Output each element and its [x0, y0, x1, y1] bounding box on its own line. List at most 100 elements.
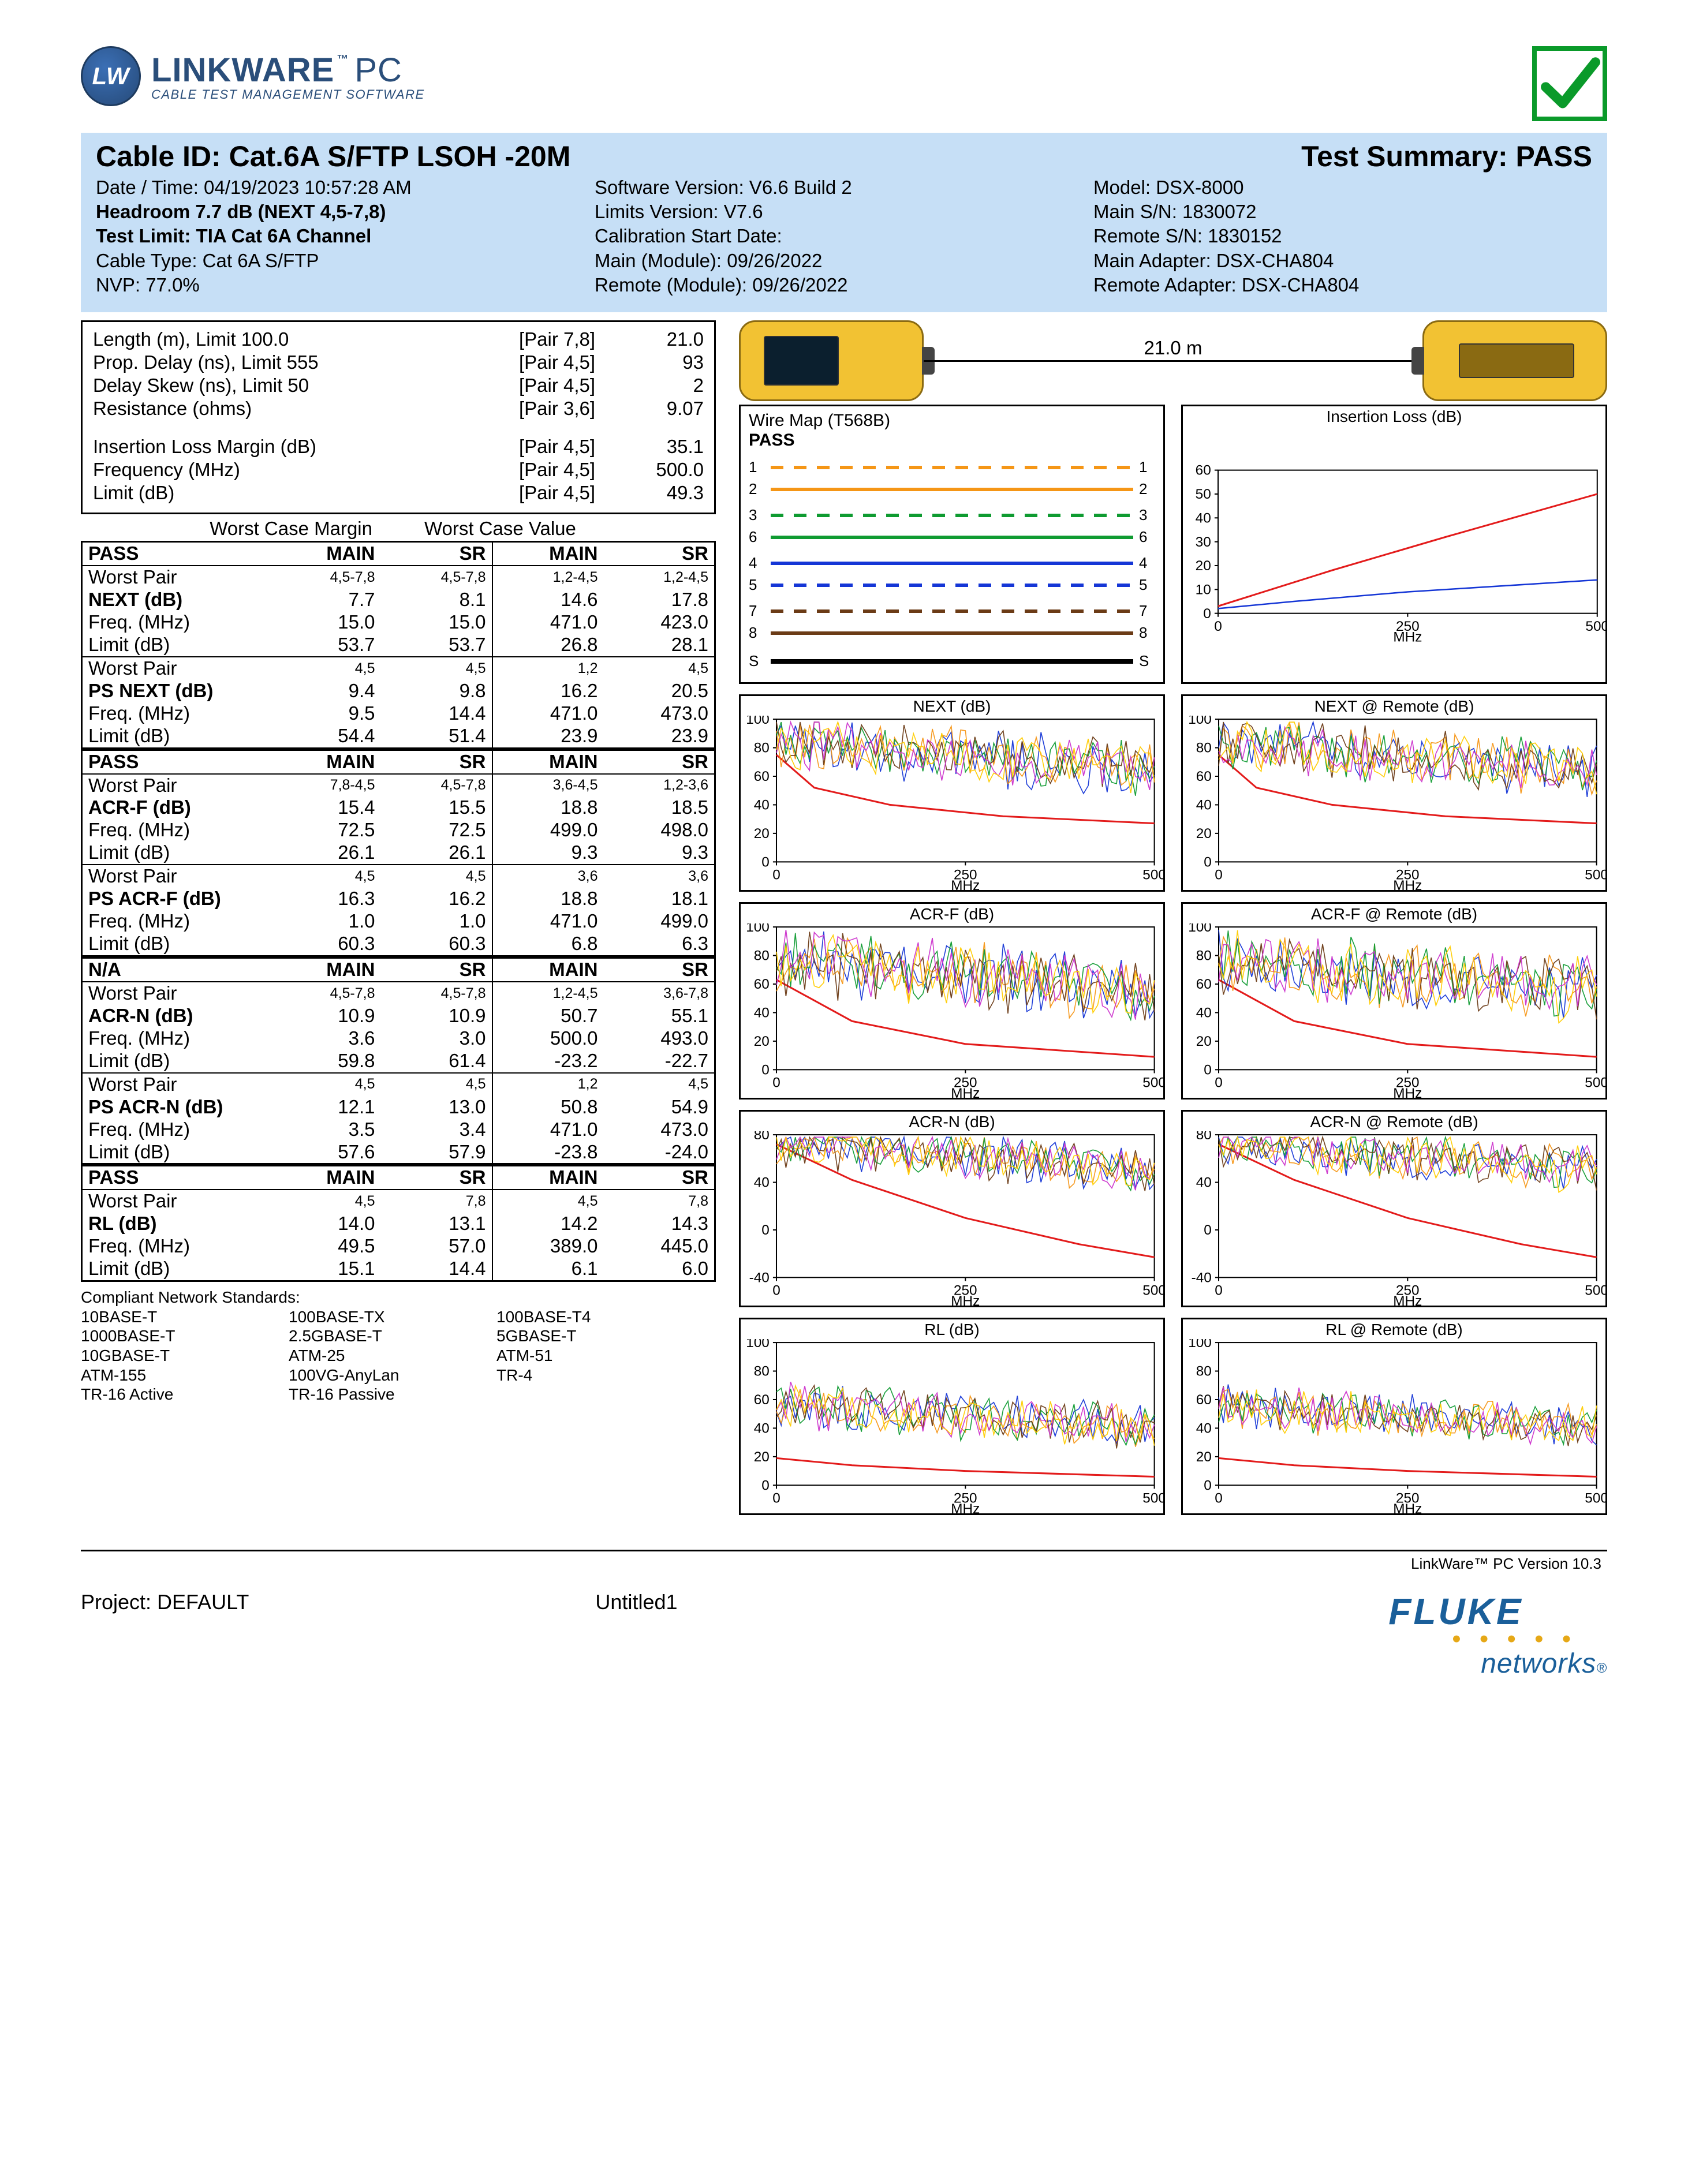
svg-text:-40: -40 [1192, 1270, 1212, 1286]
svg-text:80: 80 [754, 741, 770, 756]
file-label: Untitled1 [595, 1590, 677, 1614]
devices-diagram: 21.0 m [739, 320, 1607, 401]
svg-text:60: 60 [754, 1392, 770, 1408]
worst-case-value-label: Worst Case Value [413, 518, 716, 540]
chart-svg: 0204060801000250500MHz [1183, 1339, 1605, 1514]
svg-text:0: 0 [1215, 1283, 1223, 1299]
standard-item: 100BASE-TX [289, 1307, 496, 1327]
chart-title: RL (dB) [741, 1319, 1163, 1339]
logo-pc: PC [354, 51, 402, 89]
measurement-table: PASSMAINSRMAINSRWorst Pair7,8-4,54,5-7,8… [81, 749, 716, 957]
svg-text:MHz: MHz [1393, 1086, 1422, 1099]
svg-text:MHz: MHz [1393, 878, 1422, 891]
standard-item: TR-16 Active [81, 1385, 289, 1404]
summary-row: Length (m), Limit 100.0[Pair 7,8]21.0 [93, 328, 704, 351]
svg-text:500: 500 [1142, 1075, 1163, 1091]
svg-text:100: 100 [1188, 923, 1212, 935]
pass-check-icon [1532, 46, 1607, 121]
svg-text:500: 500 [1142, 1283, 1163, 1299]
svg-text:0: 0 [1215, 1075, 1223, 1091]
wiremap-box: Wire Map (T568B) PASS 1122336644557788SS [739, 405, 1165, 684]
info-main-adapter: Main Adapter: DSX-CHA804 [1093, 249, 1592, 273]
svg-text:500: 500 [1142, 1491, 1163, 1506]
chart-box: ACR-F (dB) 0204060801000250500MHz [739, 902, 1165, 1100]
svg-text:MHz: MHz [951, 1086, 980, 1099]
svg-text:0: 0 [772, 1491, 780, 1506]
svg-text:0: 0 [761, 855, 770, 870]
measurement-table: PASSMAINSRMAINSRWorst Pair4,5-7,84,5-7,8… [81, 541, 716, 749]
chart-box: RL @ Remote (dB) 0204060801000250500MHz [1181, 1318, 1607, 1515]
standard-item: TR-16 Passive [289, 1385, 496, 1404]
chart-title: Insertion Loss (dB) [1183, 406, 1605, 426]
standard-item: TR-4 [496, 1366, 658, 1385]
logo-link: LINK [151, 51, 231, 89]
info-cable-type: Cable Type: Cat 6A S/FTP [96, 249, 595, 273]
svg-text:40: 40 [754, 1175, 770, 1191]
standard-item: 10GBASE-T [81, 1346, 289, 1366]
linkware-logo: LW LINKWARE™PC CABLE TEST MANAGEMENT SOF… [81, 46, 425, 106]
info-col-1: Date / Time: 04/19/2023 10:57:28 AM Head… [96, 175, 595, 297]
svg-text:0: 0 [772, 1075, 780, 1091]
logo-subtitle: CABLE TEST MANAGEMENT SOFTWARE [151, 87, 425, 102]
svg-text:60: 60 [1196, 463, 1211, 478]
svg-text:20: 20 [1196, 826, 1212, 842]
svg-text:0: 0 [1215, 1491, 1223, 1506]
standards-block: Compliant Network Standards: 10BASE-T100… [81, 1288, 716, 1404]
test-summary-title: Test Summary: PASS [1301, 140, 1592, 173]
svg-text:100: 100 [746, 923, 770, 935]
svg-text:0: 0 [772, 1283, 780, 1299]
svg-text:80: 80 [1196, 948, 1212, 964]
standard-item: 5GBASE-T [496, 1326, 658, 1346]
summary-row: Frequency (MHz)[Pair 4,5]500.0 [93, 458, 704, 481]
info-headroom: Headroom 7.7 dB (NEXT 4,5-7,8) [96, 200, 595, 224]
svg-text:80: 80 [754, 948, 770, 964]
info-main-sn: Main S/N: 1830072 [1093, 200, 1592, 224]
chart-box: RL (dB) 0204060801000250500MHz [739, 1318, 1165, 1515]
svg-text:60: 60 [754, 769, 770, 784]
chart-svg: -40040800250500MHz [1183, 1131, 1605, 1307]
chart-title: NEXT @ Remote (dB) [1183, 696, 1605, 716]
main-device-icon [739, 320, 924, 401]
standard-item: 100VG-AnyLan [289, 1366, 496, 1385]
chart-box: ACR-N (dB) -40040800250500MHz [739, 1110, 1165, 1307]
svg-text:20: 20 [1196, 558, 1211, 574]
networks-text: networks [1481, 1648, 1596, 1679]
svg-text:40: 40 [1196, 1005, 1212, 1021]
svg-text:40: 40 [1196, 798, 1212, 813]
svg-text:100: 100 [746, 716, 770, 727]
svg-text:80: 80 [1196, 741, 1212, 756]
wiremap-title: Wire Map (T568B) [749, 411, 1155, 431]
svg-text:0: 0 [1214, 619, 1222, 634]
info-model: Model: DSX-8000 [1093, 175, 1592, 200]
chart-title: ACR-N (dB) [741, 1112, 1163, 1131]
standards-title: Compliant Network Standards: [81, 1288, 716, 1307]
summary-row: Resistance (ohms)[Pair 3,6]9.07 [93, 397, 704, 420]
logo-ware: WARE [231, 51, 334, 89]
svg-text:500: 500 [1585, 1283, 1605, 1299]
svg-text:40: 40 [754, 1005, 770, 1021]
info-remote-sn: Remote S/N: 1830152 [1093, 224, 1592, 248]
svg-text:20: 20 [754, 1034, 770, 1049]
svg-text:100: 100 [746, 1339, 770, 1351]
svg-text:0: 0 [761, 1478, 770, 1494]
svg-text:0: 0 [761, 1222, 770, 1238]
svg-text:20: 20 [754, 826, 770, 842]
svg-text:60: 60 [1196, 977, 1212, 992]
version-label: LinkWare™ PC Version 10.3 [81, 1551, 1607, 1573]
worst-case-margin-label: Worst Case Margin [81, 518, 413, 540]
svg-text:100: 100 [1188, 1339, 1212, 1351]
chart-box: ACR-F @ Remote (dB) 0204060801000250500M… [1181, 902, 1607, 1100]
svg-text:80: 80 [1196, 1364, 1212, 1379]
project-label: Project: DEFAULT [81, 1590, 249, 1614]
svg-text:40: 40 [1196, 511, 1211, 526]
svg-text:60: 60 [754, 977, 770, 992]
standard-item: ATM-25 [289, 1346, 496, 1366]
chart-svg: -40040800250500MHz [741, 1131, 1163, 1307]
wiremap-pass: PASS [749, 431, 1155, 450]
svg-text:100: 100 [1188, 716, 1212, 727]
svg-text:20: 20 [1196, 1034, 1212, 1049]
chart-svg: 0204060801000250500MHz [741, 1339, 1163, 1514]
svg-text:80: 80 [1196, 1131, 1212, 1143]
chart-svg: 01020304050600250500MHz [1183, 426, 1605, 683]
info-col-3: Model: DSX-8000 Main S/N: 1830072 Remote… [1093, 175, 1592, 297]
